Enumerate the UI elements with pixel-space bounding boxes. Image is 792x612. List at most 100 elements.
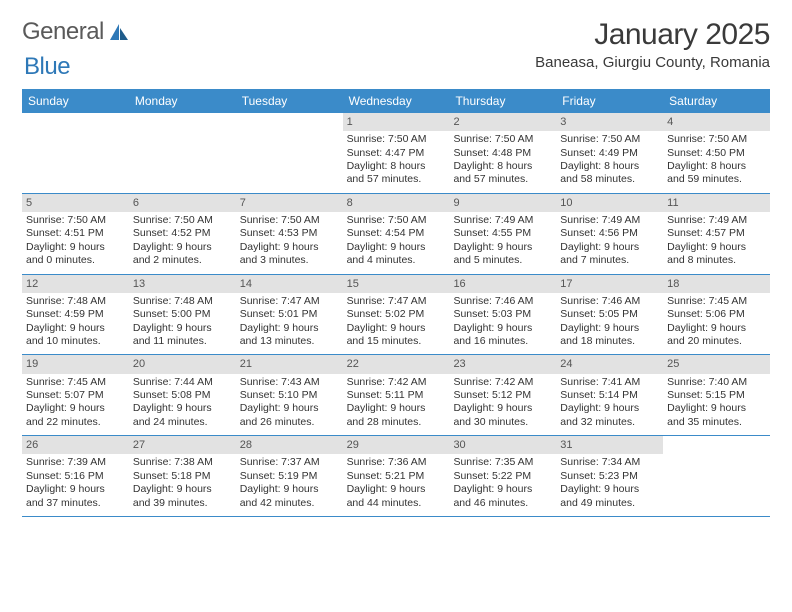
sunrise-line: Sunrise: 7:47 AM bbox=[347, 295, 446, 308]
sunset-line: Sunset: 5:19 PM bbox=[240, 470, 339, 483]
day-number: 11 bbox=[663, 194, 770, 212]
sunrise-line: Sunrise: 7:49 AM bbox=[667, 214, 766, 227]
sunrise-line: Sunrise: 7:50 AM bbox=[347, 133, 446, 146]
sunset-line: Sunset: 4:54 PM bbox=[347, 227, 446, 240]
daylight-line: Daylight: 9 hours and 20 minutes. bbox=[667, 322, 766, 349]
sunrise-line: Sunrise: 7:50 AM bbox=[133, 214, 232, 227]
day-number: 25 bbox=[663, 355, 770, 373]
day-cell bbox=[22, 113, 129, 193]
title-block: January 2025 Baneasa, Giurgiu County, Ro… bbox=[535, 18, 770, 71]
logo-text-blue: Blue bbox=[24, 53, 70, 80]
sunrise-line: Sunrise: 7:42 AM bbox=[453, 376, 552, 389]
day-cell: 1Sunrise: 7:50 AMSunset: 4:47 PMDaylight… bbox=[343, 113, 450, 193]
sunset-line: Sunset: 4:53 PM bbox=[240, 227, 339, 240]
sunset-line: Sunset: 5:05 PM bbox=[560, 308, 659, 321]
day-cell: 16Sunrise: 7:46 AMSunset: 5:03 PMDayligh… bbox=[449, 275, 556, 355]
daylight-line: Daylight: 9 hours and 37 minutes. bbox=[26, 483, 125, 510]
dow-wednesday: Wednesday bbox=[343, 89, 450, 113]
day-cell: 9Sunrise: 7:49 AMSunset: 4:55 PMDaylight… bbox=[449, 194, 556, 274]
sunrise-line: Sunrise: 7:50 AM bbox=[453, 133, 552, 146]
daylight-line: Daylight: 9 hours and 11 minutes. bbox=[133, 322, 232, 349]
sunrise-line: Sunrise: 7:42 AM bbox=[347, 376, 446, 389]
day-cell: 2Sunrise: 7:50 AMSunset: 4:48 PMDaylight… bbox=[449, 113, 556, 193]
day-number: 5 bbox=[22, 194, 129, 212]
day-number: 31 bbox=[556, 436, 663, 454]
day-number: 29 bbox=[343, 436, 450, 454]
day-cell: 20Sunrise: 7:44 AMSunset: 5:08 PMDayligh… bbox=[129, 355, 236, 435]
day-number: 12 bbox=[22, 275, 129, 293]
day-cell: 6Sunrise: 7:50 AMSunset: 4:52 PMDaylight… bbox=[129, 194, 236, 274]
day-cell: 28Sunrise: 7:37 AMSunset: 5:19 PMDayligh… bbox=[236, 436, 343, 516]
day-number: 23 bbox=[449, 355, 556, 373]
daylight-line: Daylight: 9 hours and 46 minutes. bbox=[453, 483, 552, 510]
day-number: 16 bbox=[449, 275, 556, 293]
day-number: 27 bbox=[129, 436, 236, 454]
sunset-line: Sunset: 5:08 PM bbox=[133, 389, 232, 402]
day-cell: 4Sunrise: 7:50 AMSunset: 4:50 PMDaylight… bbox=[663, 113, 770, 193]
daylight-line: Daylight: 9 hours and 0 minutes. bbox=[26, 241, 125, 268]
day-cell: 21Sunrise: 7:43 AMSunset: 5:10 PMDayligh… bbox=[236, 355, 343, 435]
week-row: 19 Sunrise: 7:45 AMSunset: 5:07 PM Dayligh… bbox=[22, 355, 770, 436]
day-number: 21 bbox=[236, 355, 343, 373]
sunrise-line: Sunrise: 7:37 AM bbox=[240, 456, 339, 469]
sunset-line: Sunset: 4:56 PM bbox=[560, 227, 659, 240]
sunrise-line: Sunrise: 7:43 AM bbox=[240, 376, 339, 389]
sunrise-line: Sunrise: 7:34 AM bbox=[560, 456, 659, 469]
dow-sunday: Sunday bbox=[22, 89, 129, 113]
daylight-line: Daylight: 9 hours and 2 minutes. bbox=[133, 241, 232, 268]
sunset-line: Sunset: 5:12 PM bbox=[453, 389, 552, 402]
day-number: 19 bbox=[22, 355, 129, 373]
calendar-grid: Sunday Monday Tuesday Wednesday Thursday… bbox=[22, 89, 770, 517]
daylight-line: Daylight: 9 hours and 13 minutes. bbox=[240, 322, 339, 349]
sunset-line: Sunset: 5:16 PM bbox=[26, 470, 125, 483]
day-cell: 8Sunrise: 7:50 AMSunset: 4:54 PMDaylight… bbox=[343, 194, 450, 274]
day-cell: 15Sunrise: 7:47 AMSunset: 5:02 PMDayligh… bbox=[343, 275, 450, 355]
dow-saturday: Saturday bbox=[663, 89, 770, 113]
day-cell: 22Sunrise: 7:42 AMSunset: 5:11 PMDayligh… bbox=[343, 355, 450, 435]
sunset-line: Sunset: 5:11 PM bbox=[347, 389, 446, 402]
day-cell: 23 Sunrise: 7:42 AMSunset: 5:12 PMDayligh… bbox=[449, 355, 556, 435]
day-cell: 31Sunrise: 7:34 AMSunset: 5:23 PMDayligh… bbox=[556, 436, 663, 516]
daylight-line: Daylight: 9 hours and 10 minutes. bbox=[26, 322, 125, 349]
daylight-line: Daylight: 9 hours and 30 minutes. bbox=[453, 402, 552, 429]
week-row: 1Sunrise: 7:50 AMSunset: 4:47 PMDaylight… bbox=[22, 113, 770, 194]
daylight-line: Daylight: 9 hours and 8 minutes. bbox=[667, 241, 766, 268]
day-cell bbox=[129, 113, 236, 193]
day-cell: 11Sunrise: 7:49 AMSunset: 4:57 PMDayligh… bbox=[663, 194, 770, 274]
sunrise-line: Sunrise: 7:45 AM bbox=[26, 376, 125, 389]
day-number: 9 bbox=[449, 194, 556, 212]
empty-day bbox=[236, 113, 343, 130]
day-number: 15 bbox=[343, 275, 450, 293]
sunset-line: Sunset: 4:49 PM bbox=[560, 147, 659, 160]
day-cell bbox=[663, 436, 770, 516]
sunrise-line: Sunrise: 7:50 AM bbox=[560, 133, 659, 146]
daylight-line: Daylight: 9 hours and 16 minutes. bbox=[453, 322, 552, 349]
sunrise-line: Sunrise: 7:46 AM bbox=[453, 295, 552, 308]
daylight-line: Daylight: 9 hours and 49 minutes. bbox=[560, 483, 659, 510]
sunset-line: Sunset: 5:14 PM bbox=[560, 389, 659, 402]
sunrise-line: Sunrise: 7:46 AM bbox=[560, 295, 659, 308]
sunset-line: Sunset: 5:01 PM bbox=[240, 308, 339, 321]
sunset-line: Sunset: 4:47 PM bbox=[347, 147, 446, 160]
day-cell: 3Sunrise: 7:50 AMSunset: 4:49 PMDaylight… bbox=[556, 113, 663, 193]
sunset-line: Sunset: 5:07 PM bbox=[26, 389, 125, 402]
day-cell: 13Sunrise: 7:48 AMSunset: 5:00 PMDayligh… bbox=[129, 275, 236, 355]
daylight-line: Daylight: 8 hours and 59 minutes. bbox=[667, 160, 766, 187]
daylight-line: Daylight: 8 hours and 58 minutes. bbox=[560, 160, 659, 187]
sunrise-line: Sunrise: 7:47 AM bbox=[240, 295, 339, 308]
dow-thursday: Thursday bbox=[449, 89, 556, 113]
daylight-line: Daylight: 9 hours and 5 minutes. bbox=[453, 241, 552, 268]
sunrise-line: Sunrise: 7:49 AM bbox=[453, 214, 552, 227]
sunset-line: Sunset: 5:15 PM bbox=[667, 389, 766, 402]
day-number: 18 bbox=[663, 275, 770, 293]
daylight-line: Daylight: 9 hours and 18 minutes. bbox=[560, 322, 659, 349]
day-number: 8 bbox=[343, 194, 450, 212]
day-number: 22 bbox=[343, 355, 450, 373]
day-cell: 5Sunrise: 7:50 AMSunset: 4:51 PMDaylight… bbox=[22, 194, 129, 274]
dow-monday: Monday bbox=[129, 89, 236, 113]
location-subtitle: Baneasa, Giurgiu County, Romania bbox=[535, 54, 770, 71]
sunset-line: Sunset: 5:10 PM bbox=[240, 389, 339, 402]
dow-friday: Friday bbox=[556, 89, 663, 113]
sunrise-line: Sunrise: 7:35 AM bbox=[453, 456, 552, 469]
calendar-page: General January 2025 Baneasa, Giurgiu Co… bbox=[0, 0, 792, 517]
